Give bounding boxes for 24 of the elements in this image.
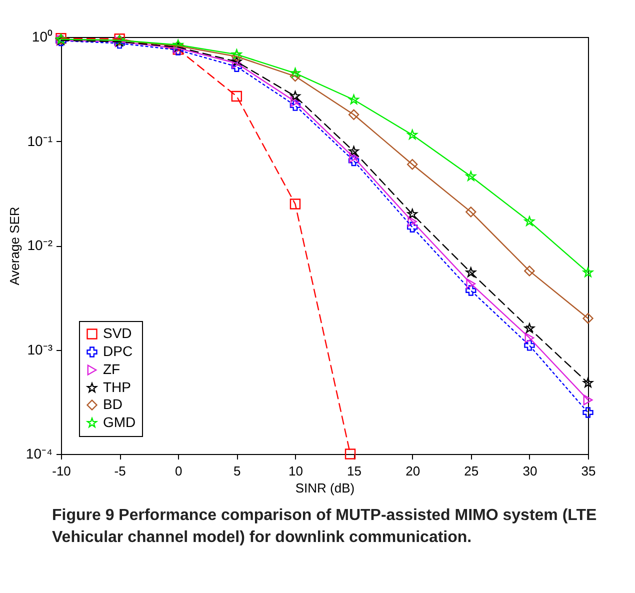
legend-label: THP	[103, 379, 131, 395]
legend-label: SVD	[103, 325, 132, 341]
x-tick-label: -5	[114, 464, 126, 478]
x-tick-label: 35	[581, 464, 596, 478]
x-tick-label: 25	[464, 464, 479, 478]
y-tick-label: 10⁻³	[27, 341, 53, 358]
legend-label: ZF	[103, 361, 120, 377]
y-axis-title: Average SER	[6, 206, 22, 286]
x-tick-label: 10	[288, 464, 303, 478]
x-tick-label: -10	[52, 464, 71, 478]
y-tick-label: 10⁻⁴	[26, 446, 52, 462]
x-tick-label: 5	[234, 464, 241, 478]
y-tick-label: 10⁻²	[27, 237, 53, 253]
x-axis-title: SINR (dB)	[295, 480, 355, 496]
legend-label: BD	[103, 396, 122, 412]
caption: Figure 9 Performance comparison of MUTP-assisted MIMO system (LTE Vehicular channel model) for downlink communication.	[52, 506, 598, 548]
x-tick-label: 0	[174, 464, 182, 478]
y-tick-label: 10⁻¹	[27, 132, 53, 149]
legend-label: DPC	[103, 343, 133, 359]
x-tick-label: 30	[522, 464, 538, 478]
y-tick-label: 10⁰	[32, 28, 52, 44]
x-tick-label: 15	[347, 464, 362, 478]
x-tick-label: 20	[406, 464, 420, 478]
legend-label: GMD	[103, 414, 136, 430]
